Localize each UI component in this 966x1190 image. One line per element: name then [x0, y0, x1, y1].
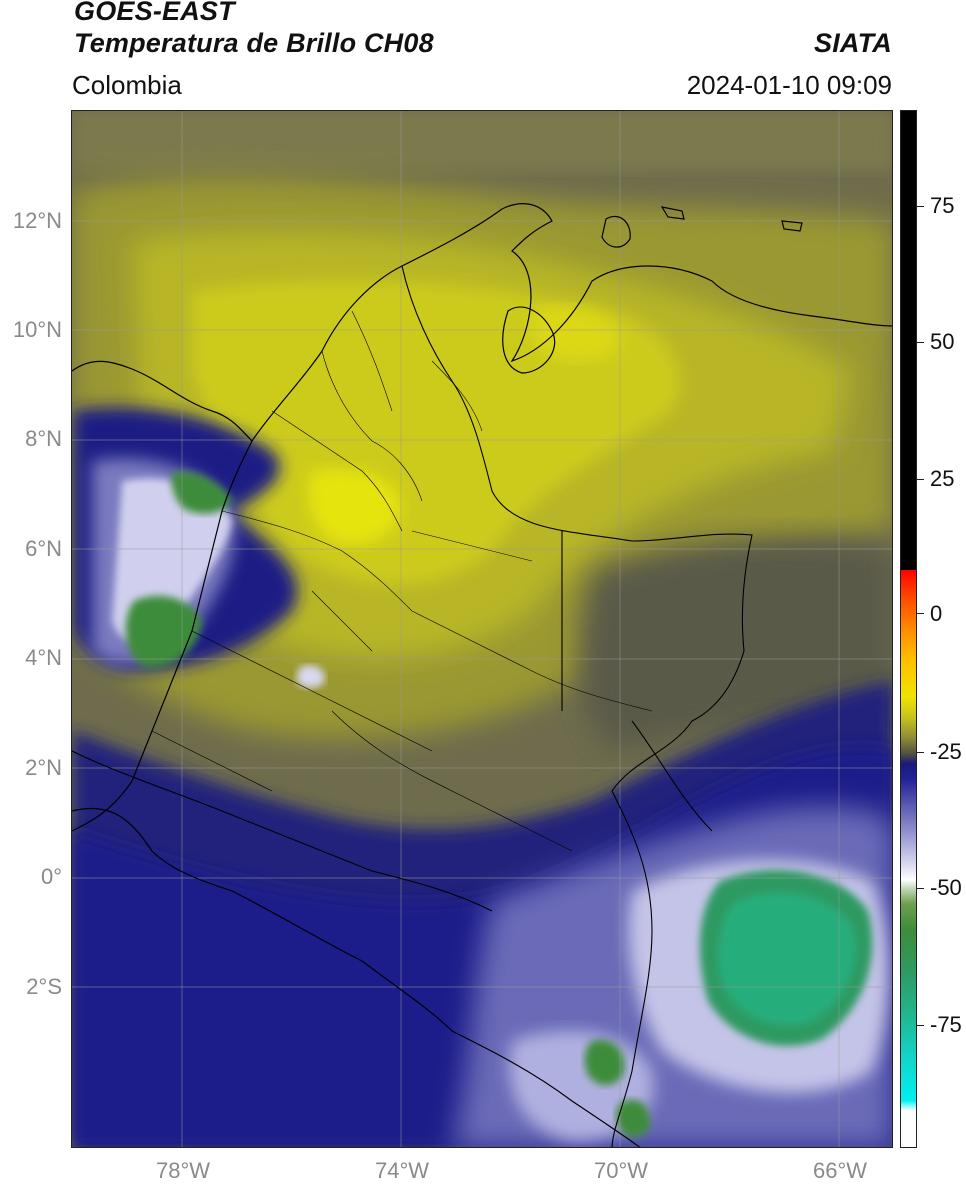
lon-tick-74W: 74°W	[374, 1158, 430, 1183]
lat-tick-8N: 8°N	[25, 426, 62, 451]
brightness-temperature-field	[72, 111, 892, 1147]
colorbar-label-minus50: -50	[930, 875, 962, 900]
colorbar-label-minus25: -25	[930, 739, 962, 764]
temperature-colorbar	[900, 110, 917, 1148]
lat-tick-2N: 2°N	[25, 755, 62, 780]
lat-tick-6N: 6°N	[25, 536, 62, 561]
lon-tick-66W: 66°W	[812, 1158, 868, 1183]
colorbar-label-75: 75	[930, 193, 955, 218]
product-title: Temperatura de Brillo CH08	[74, 28, 434, 58]
country-borders	[72, 265, 753, 1147]
colorbar-tick-mark	[917, 1025, 924, 1027]
colorbar-tick-mark	[917, 752, 924, 754]
lat-tick-4N: 4°N	[25, 645, 62, 670]
region-label: Colombia	[72, 70, 182, 100]
lon-tick-70W: 70°W	[593, 1158, 649, 1183]
colorbar-label-25: 25	[930, 466, 955, 491]
colorbar-tick-mark	[917, 613, 924, 615]
colorbar-label-50: 50	[930, 329, 955, 354]
lat-tick-2S: 2°S	[26, 974, 62, 999]
lat-tick-12N: 12°N	[12, 208, 62, 233]
timestamp-label: 2024-01-10 09:09	[686, 70, 892, 100]
colorbar-tick-mark	[917, 342, 924, 344]
colorbar-label-minus75: -75	[930, 1012, 962, 1037]
organization-label: SIATA	[814, 28, 892, 58]
department-borders	[151, 310, 653, 852]
colorbar-tick-mark	[917, 206, 924, 208]
satellite-source: GOES-EAST	[74, 0, 235, 26]
colorbar-tick-mark	[917, 479, 924, 481]
brightness-temperature-map[interactable]	[72, 111, 893, 1148]
colorbar-label-0: 0	[930, 601, 943, 626]
map-panel[interactable]	[71, 110, 893, 1148]
lat-tick-10N: 10°N	[12, 317, 62, 342]
lon-tick-78W: 78°W	[155, 1158, 211, 1183]
lat-tick-0: 0°	[40, 864, 62, 889]
graticule	[72, 111, 892, 1147]
colorbar-tick-mark	[917, 888, 924, 890]
